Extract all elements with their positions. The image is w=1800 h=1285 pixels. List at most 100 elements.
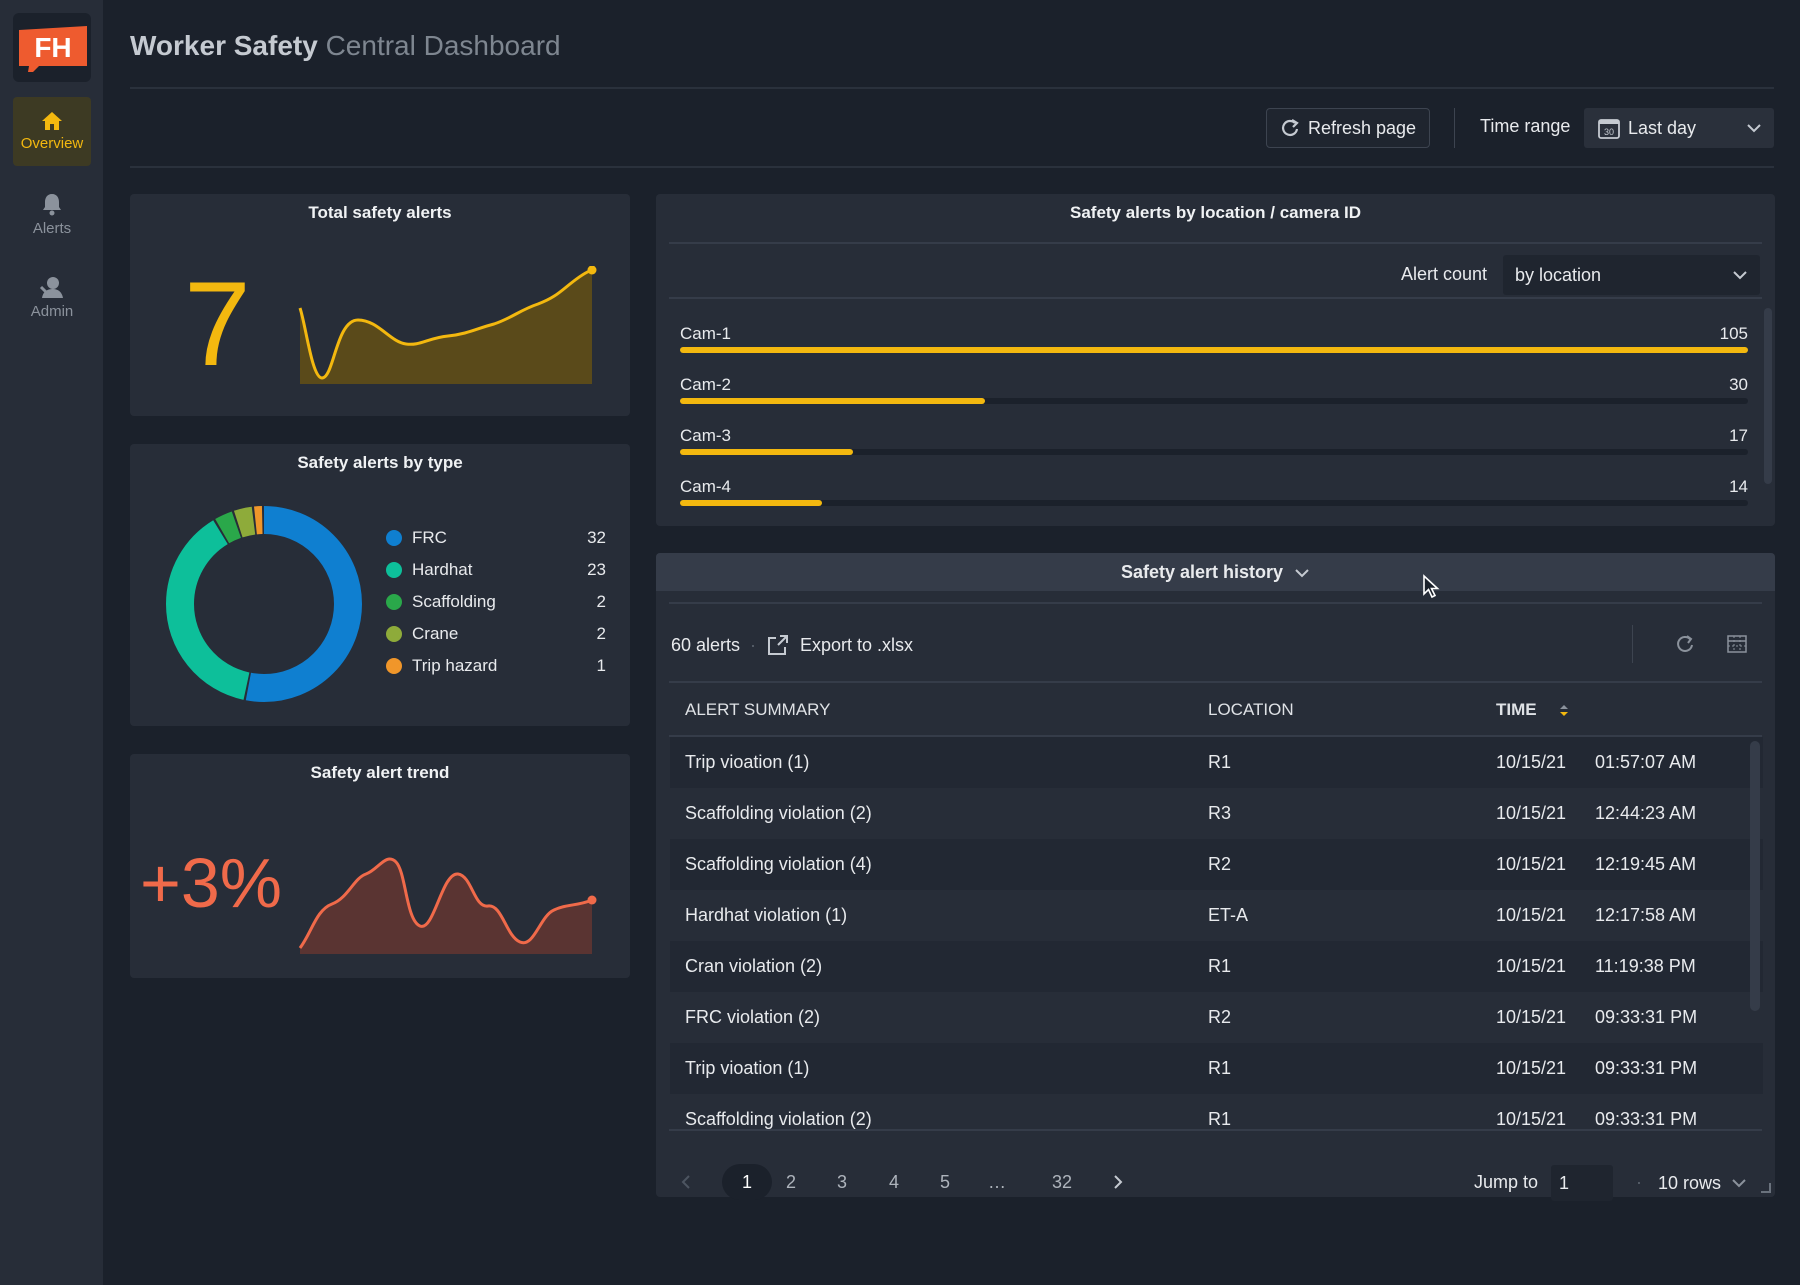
page-button-3[interactable]: 3 [836, 1172, 847, 1192]
total-alerts-sparkline [298, 266, 597, 384]
cell-time: 11:19:38 PM [1595, 956, 1696, 976]
donut-slice-frc[interactable] [166, 506, 362, 702]
page-button-4[interactable]: 4 [888, 1172, 899, 1192]
table-row[interactable]: Scaffolding violation (2) R3 10/15/21 12… [670, 788, 1763, 839]
sidebar: FH Overview Alerts Admin [0, 0, 103, 1285]
header-divider [130, 87, 1774, 89]
jump-to-input[interactable]: 1 [1551, 1165, 1613, 1201]
resize-handle-icon[interactable] [1759, 1181, 1771, 1193]
cam-value: 105 [1719, 324, 1748, 343]
cell-time: 12:17:58 AM [1595, 905, 1697, 925]
sidebar-item-overview[interactable]: Overview [13, 97, 91, 166]
export-xlsx-button[interactable]: Export to .xlsx [766, 631, 913, 659]
cell-date: 10/15/21 [1496, 1109, 1567, 1129]
donut-slice-hardhat[interactable] [166, 506, 362, 702]
cell-time: 12:19:45 AM [1595, 854, 1697, 874]
logo-text: FH [34, 32, 71, 63]
legend-dot [386, 626, 402, 642]
separator-dot: · [1636, 1172, 1642, 1192]
cam-value: 30 [1729, 375, 1748, 394]
table-row[interactable]: Scaffolding violation (4) R2 10/15/21 12… [670, 839, 1763, 890]
refresh-label: Refresh page [1307, 117, 1417, 138]
column-settings-icon[interactable] [1726, 633, 1748, 655]
cell-location: R2 [1208, 854, 1232, 874]
sidebar-item-label: Alerts [32, 220, 72, 237]
cell-summary: Trip vioation (1) [685, 752, 810, 772]
cell-location: R3 [1208, 803, 1232, 823]
sidebar-item-admin[interactable]: Admin [13, 263, 91, 332]
table-row[interactable]: Cran violation (2) R1 10/15/21 11:19:38 … [670, 941, 1763, 992]
alerts-by-type-panel: Safety alerts by type FRC 32 Hardhat 23 … [130, 444, 630, 726]
time-range-select[interactable]: 30 Last day [1584, 108, 1774, 148]
legend-item-crane: Crane 2 [386, 622, 606, 646]
page-ellipsis: … [988, 1172, 1006, 1192]
panel-divider [669, 681, 1762, 683]
next-page-icon[interactable] [1110, 1174, 1126, 1190]
page-title: Worker Safety Central Dashboard [130, 30, 561, 62]
prev-page-icon[interactable] [678, 1174, 694, 1190]
page-button-2[interactable]: 2 [785, 1172, 796, 1192]
page-title-sub: Central Dashboard [325, 30, 561, 61]
cam-value: 14 [1729, 477, 1748, 496]
sidebar-item-alerts[interactable]: Alerts [13, 180, 91, 249]
legend-dot [386, 530, 402, 546]
cam-bar-fill [680, 347, 1748, 353]
alerts-by-location-title: Safety alerts by location / camera ID [1069, 203, 1361, 222]
column-header-location[interactable]: LOCATION [1208, 700, 1294, 719]
cell-date: 10/15/21 [1496, 1058, 1567, 1078]
refresh-table-icon[interactable] [1674, 633, 1696, 655]
page-button-1[interactable]: 1 [722, 1164, 772, 1200]
app-logo[interactable]: FH [13, 13, 91, 82]
cam-bar-track [680, 347, 1748, 353]
rows-per-page-select[interactable]: 10 rows [1658, 1165, 1758, 1201]
chevron-down-icon [1732, 1179, 1746, 1188]
toolbar-divider-bottom [130, 166, 1774, 168]
table-row[interactable]: Trip vioation (1) R1 10/15/21 09:33:31 P… [670, 1043, 1763, 1094]
export-label: Export to .xlsx [800, 634, 914, 655]
cell-date: 10/15/21 [1496, 752, 1567, 772]
cell-summary: FRC violation (2) [685, 1007, 821, 1027]
panel-divider [669, 602, 1762, 604]
table-scrollbar[interactable] [1750, 741, 1760, 1011]
cam-bar-fill [680, 398, 986, 404]
cam-label: Cam-3 [680, 426, 732, 445]
table-row[interactable]: Trip vioation (1) R1 10/15/21 01:57:07 A… [670, 737, 1763, 788]
alerts-by-location-panel: Safety alerts by location / camera ID Al… [656, 194, 1775, 526]
cell-location: R1 [1208, 1109, 1232, 1129]
cell-location: R1 [1208, 752, 1232, 772]
legend-value: 1 [596, 656, 606, 675]
toolbar-divider [1632, 625, 1633, 663]
alert-history-header[interactable]: Safety alert history [656, 553, 1775, 591]
page-button-5[interactable]: 5 [939, 1172, 950, 1192]
column-header-summary[interactable]: ALERT SUMMARY [685, 700, 831, 719]
cam-bar-track [680, 500, 1748, 506]
table-row[interactable]: Hardhat violation (1) ET-A 10/15/21 12:1… [670, 890, 1763, 941]
column-header-time[interactable]: TIME [1496, 700, 1537, 719]
alert-count-select[interactable]: by location [1503, 255, 1760, 295]
alert-history-panel: Safety alert history 60 alerts · Export … [656, 553, 1775, 1201]
legend-value: 2 [596, 624, 606, 643]
chevron-down-icon [1747, 124, 1761, 133]
scrollbar[interactable] [1764, 308, 1772, 484]
calendar-icon: 30 [1598, 119, 1620, 139]
alert-history-title: Safety alert history [1120, 562, 1284, 582]
sort-icon[interactable] [1558, 704, 1570, 718]
alert-trend-panel: Safety alert trend +3% [130, 754, 630, 978]
legend-value: 23 [587, 560, 606, 579]
legend-item-trip-hazard: Trip hazard 1 [386, 654, 606, 678]
legend-dot [386, 562, 402, 578]
legend-dot [386, 594, 402, 610]
cell-time: 09:33:31 PM [1595, 1058, 1698, 1078]
cell-summary: Hardhat violation (1) [685, 905, 848, 925]
table-row[interactable]: Scaffolding violation (2) R1 10/15/21 09… [670, 1094, 1763, 1129]
alert-trend-value: +3% [140, 844, 283, 922]
alerts-by-type-donut [166, 506, 362, 702]
table-row[interactable]: FRC violation (2) R2 10/15/21 09:33:31 P… [670, 992, 1763, 1043]
total-alerts-panel: Total safety alerts 7 [130, 194, 630, 416]
time-range-value: Last day [1628, 117, 1697, 138]
sidebar-item-label: Overview [20, 135, 84, 152]
page-button-32[interactable]: 32 [1051, 1172, 1073, 1192]
refresh-page-button[interactable]: Refresh page [1266, 108, 1430, 148]
cell-summary: Trip vioation (1) [685, 1058, 810, 1078]
cam-bar-fill [680, 449, 853, 455]
